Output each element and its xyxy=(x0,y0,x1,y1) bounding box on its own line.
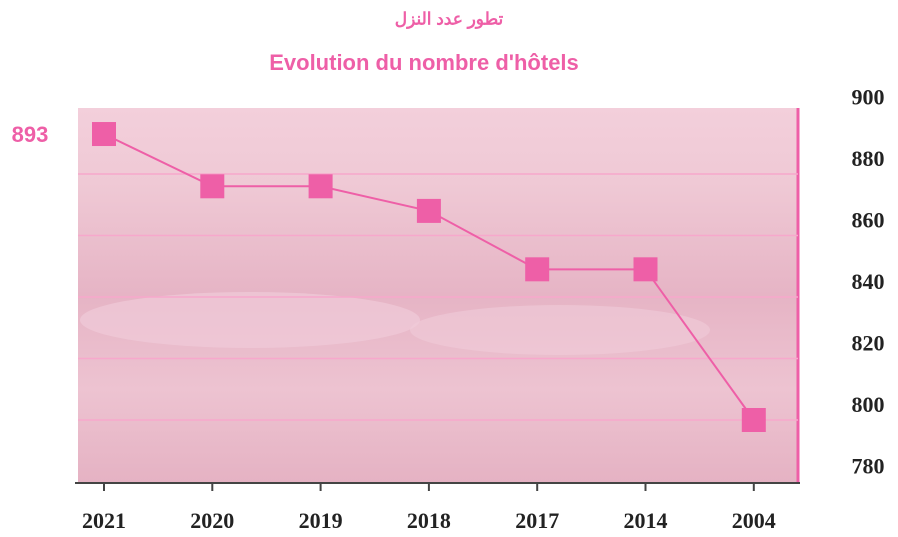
marker xyxy=(308,174,333,199)
x-tick-label: 2014 xyxy=(624,508,668,533)
x-tick-label: 2019 xyxy=(299,508,343,533)
y-tick-label: 840 xyxy=(852,269,885,294)
x-tick-label: 2018 xyxy=(407,508,451,533)
marker xyxy=(200,174,225,199)
marker xyxy=(92,122,116,147)
marker xyxy=(633,257,658,282)
marker xyxy=(741,408,766,432)
x-tick-label: 2020 xyxy=(190,508,234,533)
y-tick-label: 800 xyxy=(852,392,885,417)
data-label: 893 xyxy=(12,122,49,147)
x-tick-label: 2004 xyxy=(732,508,776,533)
chart-title: Evolution du nombre d'hôtels xyxy=(269,50,579,75)
photo-pool xyxy=(410,305,710,355)
y-tick-label: 820 xyxy=(852,331,885,356)
y-tick-label: 900 xyxy=(852,85,885,110)
marker xyxy=(525,257,550,282)
y-tick-label: 860 xyxy=(852,208,885,233)
marker xyxy=(416,198,441,223)
y-tick-label: 780 xyxy=(852,454,885,479)
y-tick-label: 880 xyxy=(852,146,885,171)
chart-subtitle: تطور عدد النزل xyxy=(395,9,504,29)
x-tick-label: 2017 xyxy=(515,508,559,533)
x-tick-label: 2021 xyxy=(82,508,126,533)
photo-pool xyxy=(80,292,420,348)
